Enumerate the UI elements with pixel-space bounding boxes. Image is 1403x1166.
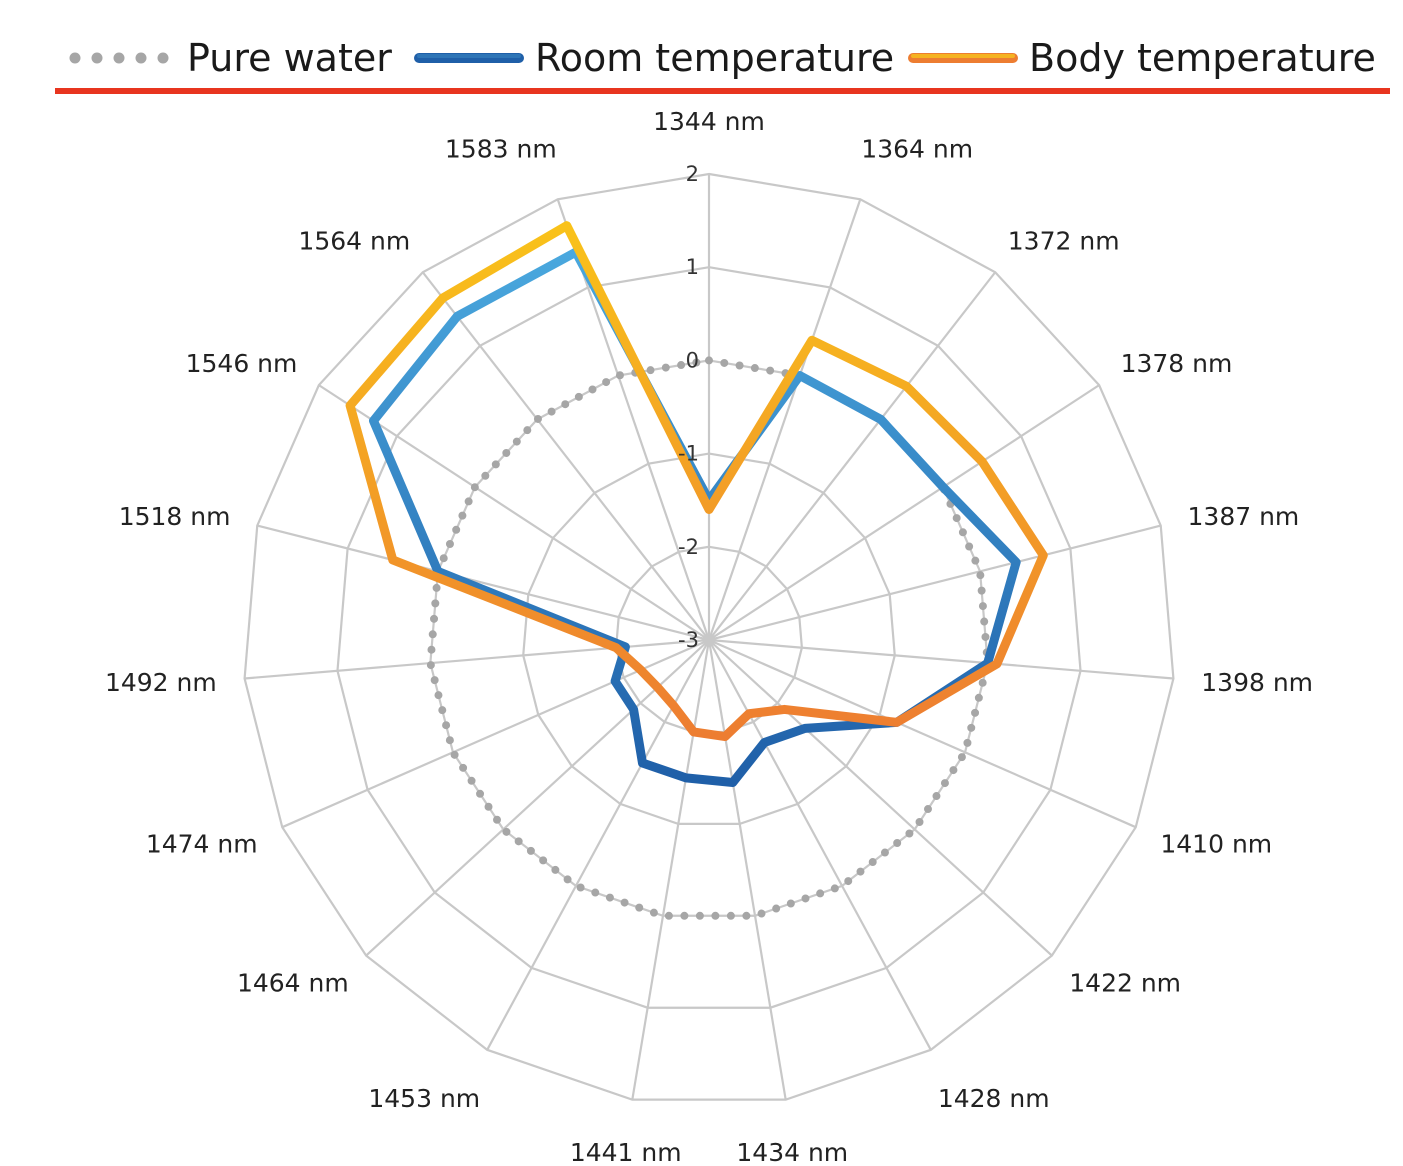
category-label-1387-nm: 1387 nm <box>1188 502 1300 531</box>
category-label-1364-nm: 1364 nm <box>861 134 973 163</box>
grid-spoke-15 <box>256 524 710 642</box>
grid-spoke-12 <box>365 639 710 957</box>
category-label-1441-nm: 1441 nm <box>570 1138 682 1166</box>
grid-spoke-4 <box>708 524 1162 642</box>
legend-item-body-temperature: Body temperature <box>907 30 1376 86</box>
tick-label-3: 0 <box>686 348 699 372</box>
grid-spoke-9 <box>707 639 787 1100</box>
legend: Pure water Room temperature Body tempera… <box>55 30 1390 90</box>
category-label-1474-nm: 1474 nm <box>146 829 258 858</box>
category-label-1492-nm: 1492 nm <box>105 668 217 697</box>
legend-label-body-temperature: Body temperature <box>1029 36 1376 80</box>
tick-label-4: 1 <box>686 255 699 279</box>
category-label-1378-nm: 1378 nm <box>1121 349 1233 378</box>
grid-spoke-16 <box>318 384 710 641</box>
grid-spoke-7 <box>708 639 1053 957</box>
grid-spoke-2 <box>708 271 997 641</box>
category-label-1428-nm: 1428 nm <box>938 1084 1050 1113</box>
series-pure-water <box>426 356 992 920</box>
series-room-temperature <box>368 247 1021 787</box>
category-label-1422-nm: 1422 nm <box>1069 969 1181 998</box>
grid-spoke-5 <box>708 638 1174 680</box>
category-label-1410-nm: 1410 nm <box>1160 829 1272 858</box>
legend-dot <box>157 52 169 64</box>
legend-swatch-body-temperature <box>908 53 1018 63</box>
grid-spoke-6 <box>708 638 1137 829</box>
radar-labels: -3 -2 -1 0 1 2 1344 nm 1364 nm 1372 nm 1378 nm 138… <box>105 107 1313 1166</box>
tick-label-1: -2 <box>678 535 699 559</box>
grid-ring-2 <box>522 452 896 825</box>
grid-spoke-17 <box>421 271 710 641</box>
legend-item-room-temperature: Room temperature <box>413 30 894 86</box>
legend-swatch-room-temperature <box>414 53 524 63</box>
tick-label-0: -3 <box>678 628 699 652</box>
category-label-1518-nm: 1518 nm <box>119 502 231 531</box>
grid-spoke-3 <box>708 384 1100 641</box>
tick-label-2: -1 <box>678 442 699 466</box>
legend-dot <box>69 52 81 64</box>
radar-series <box>345 221 1048 920</box>
category-label-1546-nm: 1546 nm <box>186 349 298 378</box>
legend-dot <box>91 52 103 64</box>
grid-spoke-10 <box>631 639 711 1100</box>
radar-chart: -3 -2 -1 0 1 2 1344 nm 1364 nm 1372 nm 1378 nm 138… <box>105 107 1313 1166</box>
category-label-1344-nm: 1344 nm <box>653 107 765 136</box>
legend-dot <box>113 52 125 64</box>
category-label-1434-nm: 1434 nm <box>736 1138 848 1166</box>
legend-swatch-pure-water <box>69 52 169 64</box>
legend-item-pure-water: Pure water <box>65 30 392 86</box>
category-label-1453-nm: 1453 nm <box>368 1084 480 1113</box>
category-label-1564-nm: 1564 nm <box>298 227 410 256</box>
legend-label-pure-water: Pure water <box>187 36 392 80</box>
grid-ring-5 <box>243 172 1175 1101</box>
legend-label-room-temperature: Room temperature <box>535 36 895 80</box>
grid-spoke-1 <box>707 198 862 641</box>
category-label-1583-nm: 1583 nm <box>445 134 557 163</box>
grid-spoke-8 <box>708 639 932 1051</box>
category-label-1398-nm: 1398 nm <box>1201 668 1313 697</box>
series-body-temperature <box>345 221 1048 742</box>
legend-divider <box>55 88 1390 94</box>
radar-grid <box>243 172 1175 1101</box>
category-label-1372-nm: 1372 nm <box>1008 227 1120 256</box>
grid-spoke-14 <box>244 638 710 680</box>
tick-label-5: 2 <box>686 162 699 186</box>
category-label-1464-nm: 1464 nm <box>237 969 349 998</box>
legend-dot <box>135 52 147 64</box>
